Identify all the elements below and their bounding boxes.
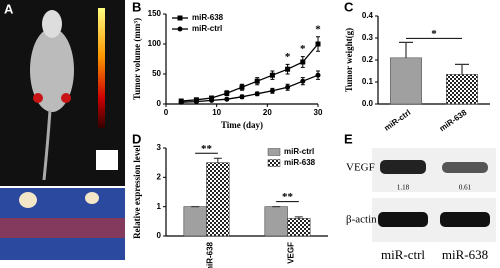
data-point <box>209 97 215 103</box>
data-point <box>178 99 184 105</box>
data-point <box>285 66 291 72</box>
panel-letter: A <box>4 1 14 16</box>
blot-band <box>440 212 490 227</box>
tumor-signal <box>33 93 43 103</box>
data-point <box>239 84 245 90</box>
data-point <box>269 72 275 78</box>
significance-mark: ** <box>282 191 294 203</box>
significance-mark: * <box>285 51 291 63</box>
y-tick-label: 150 <box>148 9 162 18</box>
y-tick-label: 0.0 <box>362 99 374 108</box>
lane-label: miR-638 <box>442 247 488 262</box>
y-axis-label: Relative expression level <box>132 145 142 239</box>
y-tick-label: 0.1 <box>362 77 374 86</box>
x-tick-label: miR-638 <box>438 108 469 134</box>
y-tick-label: 3 <box>157 143 162 152</box>
x-tick-label: 0 <box>164 108 169 117</box>
data-point <box>300 59 306 65</box>
significance-mark: * <box>300 43 306 55</box>
error-bar <box>455 63 469 75</box>
row-label: β-actin <box>346 214 377 226</box>
row-label: VEGF <box>346 162 375 174</box>
color-scale <box>98 8 105 128</box>
legend-label: miR-638 <box>192 13 224 22</box>
x-tick-label: 20 <box>263 108 272 117</box>
blot-band <box>378 212 428 227</box>
significance-mark: * <box>315 23 321 35</box>
data-point <box>254 91 260 97</box>
x-tick-label: 10 <box>212 108 221 117</box>
error-bar <box>294 216 303 219</box>
ratio-label: 0.61 <box>459 184 472 192</box>
ratio-label: 1.18 <box>397 184 410 192</box>
x-tick-label: 30 <box>314 108 323 117</box>
x-axis-label: Time (day) <box>221 120 263 130</box>
x-tick-label: miR-ctrl <box>382 108 412 133</box>
panel-letter: D <box>132 131 141 146</box>
bar <box>390 57 422 105</box>
legend-swatch <box>267 159 281 167</box>
panel-letter: E <box>344 131 353 146</box>
error-bar <box>399 41 413 58</box>
data-point <box>269 88 275 94</box>
lane-label: miR-ctrl <box>381 247 425 262</box>
data-point <box>315 41 321 47</box>
blot-band <box>380 160 426 174</box>
bar <box>206 162 230 237</box>
mouse-tail <box>42 109 52 181</box>
legend-marker <box>177 26 183 32</box>
series-line <box>181 43 319 102</box>
data-point <box>315 72 321 78</box>
series-line <box>181 74 319 103</box>
error-bar <box>213 157 222 163</box>
significance-mark: ** <box>201 143 213 155</box>
y-tick-label: 0.4 <box>362 11 374 20</box>
y-axis-label: Tumor weight(g) <box>344 28 354 92</box>
y-tick-label: 0 <box>157 231 162 240</box>
mouse-body <box>30 28 74 112</box>
mouse-head <box>42 10 62 38</box>
tumor-signal <box>61 93 71 103</box>
bar <box>183 206 207 237</box>
tumor <box>85 192 99 204</box>
legend-label: miR-638 <box>284 158 316 167</box>
y-tick-label: 100 <box>148 39 162 48</box>
bar <box>287 218 311 237</box>
bar <box>446 74 478 105</box>
y-tick-label: 0.3 <box>362 33 374 42</box>
data-point <box>254 78 260 84</box>
scale-info <box>96 150 118 170</box>
tumor <box>19 192 37 208</box>
legend-label: miR-ctrl <box>192 24 222 33</box>
x-tick-label: miR-638 <box>206 241 215 268</box>
y-tick-label: 2 <box>157 172 162 181</box>
data-point <box>285 84 291 90</box>
panel-e-blot <box>372 148 496 242</box>
legend-label: miR-ctrl <box>284 147 314 156</box>
data-point <box>224 90 230 96</box>
panel-letter: C <box>344 0 354 14</box>
y-tick-label: 50 <box>152 69 161 78</box>
data-point <box>300 78 306 84</box>
legend-marker <box>177 15 183 21</box>
y-axis-label: Tumor volume (mm³) <box>132 18 142 100</box>
bar <box>264 206 288 237</box>
significance-mark: * <box>431 28 437 40</box>
y-tick-label: 0.2 <box>362 55 374 64</box>
blot-band <box>442 162 488 173</box>
panel-a-image <box>0 0 125 260</box>
data-point <box>193 99 199 105</box>
ruler <box>0 218 125 238</box>
y-tick-label: 1 <box>157 202 162 211</box>
legend-swatch <box>267 148 281 156</box>
x-tick-label: VEGF <box>287 242 296 264</box>
data-point <box>239 94 245 100</box>
panel-letter: B <box>132 0 141 14</box>
y-tick-label: 0 <box>157 99 162 108</box>
data-point <box>224 96 230 102</box>
